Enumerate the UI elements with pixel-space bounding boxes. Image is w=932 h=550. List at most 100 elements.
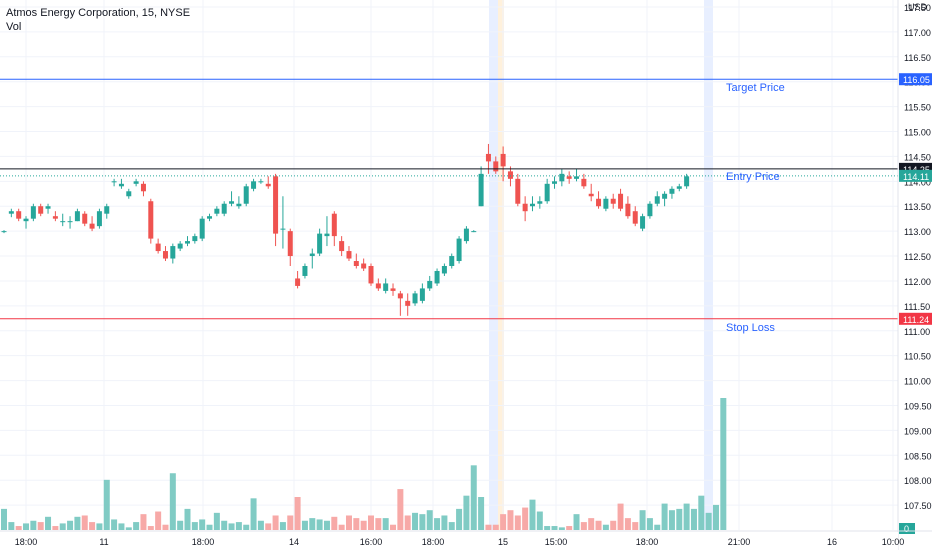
volume-bar (566, 526, 573, 530)
price-tick-label: 109.50 (904, 401, 932, 411)
volume-bar (661, 503, 668, 530)
candle-body (243, 186, 249, 204)
candle-body (1, 231, 7, 233)
volume-bar (434, 518, 441, 530)
stop-loss-label: Stop Loss (726, 322, 775, 334)
volume-bar (602, 524, 609, 530)
candle-body (434, 270, 440, 284)
candle-body (449, 256, 455, 266)
time-tick-label: 18:00 (636, 537, 659, 547)
candle-body (295, 278, 301, 286)
volume-bar (544, 526, 551, 530)
volume-bar (610, 520, 617, 530)
volume-bar (360, 520, 367, 530)
price-lines: Target Price Entry Price Stop Loss (0, 78, 898, 334)
price-tick-label: 108.00 (904, 476, 932, 486)
volume-bar (397, 489, 404, 530)
volume-bar (558, 527, 565, 530)
candle-body (258, 181, 264, 183)
candle-body (566, 176, 572, 179)
price-tick-label: 113.50 (904, 202, 931, 212)
volume-bar (52, 526, 59, 530)
volume-bar (103, 479, 110, 530)
volume-bar (206, 524, 213, 530)
candle-body (38, 206, 44, 214)
volume-bar (30, 520, 37, 530)
candle-body (67, 221, 73, 223)
candle-body (654, 196, 660, 204)
target-price-badge (899, 73, 932, 86)
volume-indicator-label[interactable]: Vol (6, 21, 22, 33)
time-tick-label: 21:00 (728, 537, 751, 547)
candle-body (302, 266, 308, 276)
volume-bar (221, 520, 228, 530)
volume-bar (573, 514, 580, 530)
candle-body (324, 233, 330, 237)
entry-price-badge (899, 169, 932, 182)
candle-body (596, 198, 602, 207)
symbol-title[interactable]: Atmos Energy Corporation, 15, NYSE (6, 7, 191, 19)
price-tick-label: 113.00 (904, 227, 931, 237)
candle-body (155, 243, 161, 252)
time-tick-label: 15 (498, 537, 508, 547)
candle-body (309, 253, 315, 257)
candle-body (192, 236, 198, 242)
volume-bar (668, 510, 675, 530)
volume-bar (470, 465, 477, 530)
candle-body (647, 203, 653, 217)
volume-bar (500, 514, 507, 530)
volume-bar (580, 522, 587, 530)
volume-bar (125, 527, 132, 530)
candle-body (610, 198, 616, 204)
price-tick-label: 116.50 (904, 53, 931, 63)
volume-bar (81, 515, 88, 530)
time-tick-label: 16:00 (360, 537, 383, 547)
candle-body (229, 201, 235, 204)
volume-bar (199, 519, 206, 530)
candle-body (214, 208, 220, 214)
volume-bar (456, 508, 463, 530)
candles (1, 143, 690, 316)
volume-bar (235, 522, 242, 530)
candle-body (500, 153, 506, 167)
volume-bar (676, 508, 683, 530)
candle-body (280, 228, 286, 230)
volume-bar (441, 515, 448, 530)
candle-body (684, 176, 690, 187)
session-band-premarket (489, 0, 498, 530)
volume-bar (331, 516, 338, 530)
volume-bar (169, 473, 176, 530)
candle-body (625, 203, 631, 217)
session-band-afterhours (704, 0, 713, 530)
candle-body (236, 203, 242, 207)
volume-bar (698, 495, 705, 530)
volume-bar (368, 515, 374, 530)
price-tick-label: 111.00 (904, 327, 930, 337)
volume-bar (67, 520, 74, 530)
volume-bar (390, 524, 397, 530)
volume-bar (522, 507, 529, 530)
candle-body (515, 178, 521, 204)
candle-body (676, 186, 682, 189)
candle-body (507, 171, 513, 179)
volume-bar (23, 523, 30, 530)
candle-body (544, 183, 550, 202)
volume-bar (705, 512, 712, 530)
price-tick-label: 112.00 (904, 277, 931, 287)
grid (0, 0, 898, 530)
candle-body (353, 261, 359, 266)
volume-bar (639, 510, 646, 530)
candle-body (126, 191, 132, 197)
candle-body (574, 176, 580, 179)
volume-bar (213, 512, 220, 530)
volume-bar (683, 503, 690, 530)
time-tick-label: 18:00 (192, 537, 215, 547)
candle-body (148, 201, 154, 239)
candle-body (485, 153, 491, 162)
candle-body (463, 228, 469, 242)
candle-body (346, 251, 352, 259)
volume-bar (624, 518, 631, 530)
volume-bar (463, 495, 470, 530)
volume-bar (375, 518, 382, 530)
